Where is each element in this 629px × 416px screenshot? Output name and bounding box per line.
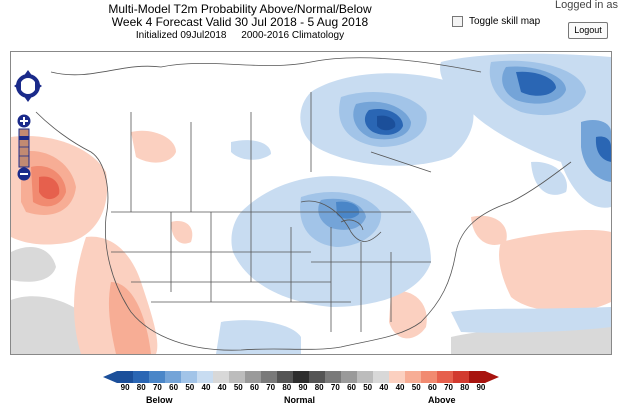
legend-swatch: [117, 371, 134, 383]
legend-swatch: [181, 371, 198, 383]
legend-swatch: [309, 371, 326, 383]
legend-swatch: [229, 371, 246, 383]
legend-number: 40: [201, 383, 211, 392]
legend-numbers: 90 80 70 60 50 40 40 50 60 70 80 90 80 70 60 50 40 40 50 60…: [117, 383, 489, 393]
legend-swatch: [277, 371, 294, 383]
legend-colorbar: [103, 371, 499, 383]
legend-arrow-right: [485, 371, 499, 383]
legend-number: 50: [411, 383, 421, 392]
legend-number: 60: [250, 383, 259, 392]
subtitle: Initialized 09Jul2018 2000-2016 Climatol…: [0, 30, 480, 41]
legend-number: 80: [314, 383, 324, 392]
minus-icon: [20, 173, 28, 175]
map-canvas: [11, 53, 611, 354]
legend-swatch: [293, 371, 310, 383]
legend-below-label: Below: [146, 395, 173, 405]
climatology-text: 2000-2016 Climatology: [241, 30, 345, 41]
initialized-text: Initialized 09Jul2018: [135, 30, 227, 41]
legend-number: 60: [427, 383, 437, 392]
pan-arrows-icon[interactable]: [14, 70, 42, 102]
legend-swatch: [421, 371, 438, 383]
legend-number: 60: [347, 383, 356, 392]
skill-checkbox[interactable]: [452, 16, 463, 27]
legend-swatch: [165, 371, 182, 383]
map-boundaries: [35, 57, 572, 351]
legend-swatch: [357, 371, 374, 383]
title-line-1: Multi-Model T2m Probability Above/Normal…: [108, 2, 372, 16]
legend-swatch: [341, 371, 358, 383]
legend-number: 60: [169, 383, 179, 392]
legend-number: 80: [460, 383, 470, 392]
legend-number: 70: [152, 383, 162, 392]
legend-number: 90: [298, 383, 308, 392]
legend-number: 80: [282, 383, 292, 392]
legend-swatch: [389, 371, 406, 383]
legend-number: 50: [233, 383, 243, 392]
logout-button[interactable]: Logout: [568, 22, 608, 39]
legend-swatch: [245, 371, 262, 383]
legend-number: 90: [120, 383, 130, 392]
legend-number: 80: [136, 383, 146, 392]
forecast-map[interactable]: [10, 51, 612, 355]
legend-number: 50: [185, 383, 195, 392]
logged-in-text: Logged in as: [555, 0, 618, 11]
legend-normal-label: Normal: [284, 395, 316, 405]
legend-number: 70: [444, 383, 454, 392]
legend-swatch: [469, 371, 486, 383]
legend-swatch: [453, 371, 470, 383]
above-normal-regions: [11, 130, 611, 354]
legend-number: 40: [379, 383, 389, 392]
legend-number: 90: [476, 383, 486, 392]
legend-above-label: Above: [428, 395, 456, 405]
toggle-skill-label: Toggle skill map: [469, 16, 541, 27]
legend-arrow-left: [103, 371, 117, 383]
legend-swatch: [133, 371, 150, 383]
legend-swatch: [197, 371, 214, 383]
legend-swatch: [261, 371, 278, 383]
legend-number: 50: [363, 383, 373, 392]
toggle-skill-map[interactable]: Toggle skill map: [452, 16, 540, 27]
legend-number: 40: [395, 383, 405, 392]
legend-number: 70: [330, 383, 340, 392]
legend-number: 40: [217, 383, 227, 392]
legend-swatch: [149, 371, 166, 383]
legend-swatch: [325, 371, 342, 383]
legend-number: 70: [266, 383, 276, 392]
legend-swatch: [213, 371, 230, 383]
zoom-slider[interactable]: [16, 114, 32, 182]
legend-swatch: [437, 371, 454, 383]
title-line-2: Week 4 Forecast Valid 30 Jul 2018 - 5 Au…: [111, 15, 369, 29]
legend-swatch: [405, 371, 422, 383]
legend-swatch: [373, 371, 390, 383]
